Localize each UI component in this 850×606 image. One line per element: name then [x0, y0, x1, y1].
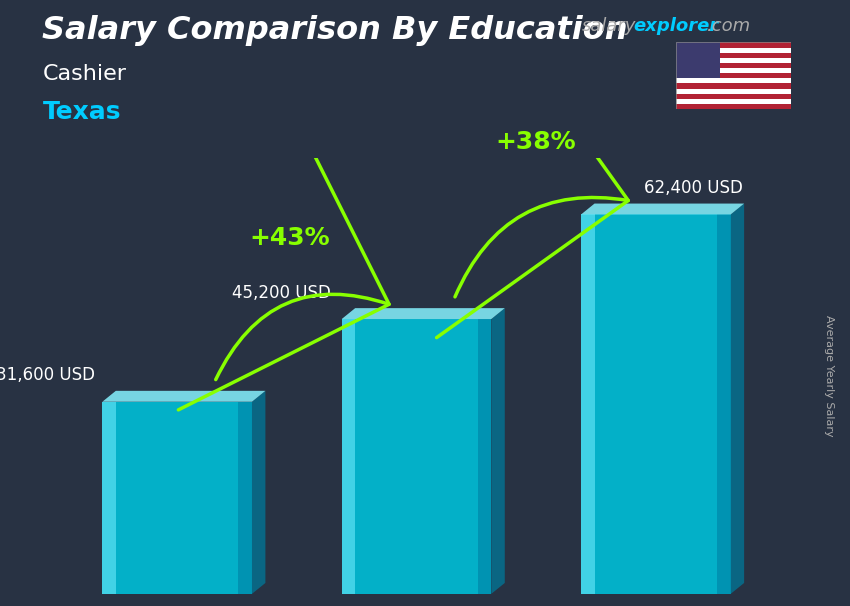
FancyArrowPatch shape [437, 9, 628, 338]
Bar [717, 215, 731, 594]
Bar [676, 68, 790, 73]
Bar [676, 42, 720, 78]
Bar [102, 402, 252, 594]
Bar [676, 99, 790, 104]
Bar [676, 58, 790, 63]
Text: Salary Comparison By Education: Salary Comparison By Education [42, 15, 628, 46]
Bar [676, 73, 790, 78]
Polygon shape [491, 308, 505, 594]
Text: Texas: Texas [42, 100, 121, 124]
Bar [342, 319, 355, 594]
Bar [239, 402, 252, 594]
Bar [676, 53, 790, 58]
Text: 45,200 USD: 45,200 USD [231, 284, 331, 302]
FancyArrowPatch shape [178, 93, 389, 410]
Text: explorer: explorer [633, 17, 718, 35]
Bar [342, 319, 491, 594]
Polygon shape [252, 391, 265, 594]
Text: 31,600 USD: 31,600 USD [0, 366, 95, 384]
Polygon shape [731, 204, 744, 594]
Text: Average Yearly Salary: Average Yearly Salary [824, 315, 834, 436]
Bar [676, 63, 790, 68]
Polygon shape [102, 391, 265, 402]
Bar [102, 402, 116, 594]
Bar [676, 78, 790, 84]
Text: 62,400 USD: 62,400 USD [643, 179, 743, 197]
Bar [676, 94, 790, 99]
Text: Cashier: Cashier [42, 64, 127, 84]
Text: salary: salary [582, 17, 637, 35]
Bar [581, 215, 731, 594]
Bar [676, 84, 790, 88]
Bar [676, 88, 790, 94]
Bar [676, 42, 790, 47]
Bar [676, 47, 790, 53]
Bar [581, 215, 594, 594]
Bar [478, 319, 491, 594]
Text: +38%: +38% [496, 130, 576, 155]
Text: .com: .com [707, 17, 751, 35]
Polygon shape [342, 308, 505, 319]
Polygon shape [581, 204, 744, 215]
Text: +43%: +43% [249, 226, 330, 250]
Bar [676, 104, 790, 109]
